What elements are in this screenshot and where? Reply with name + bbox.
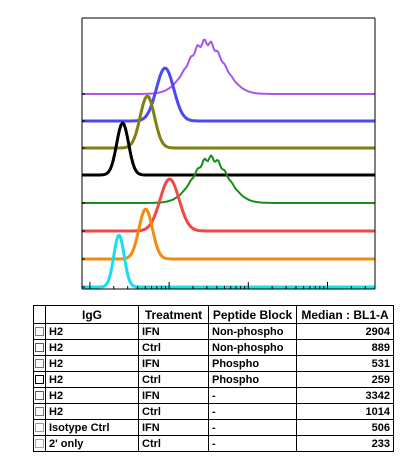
legend-igg: 2' only — [45, 435, 139, 452]
legend-swatch — [35, 375, 44, 385]
legend-median: 506 — [296, 419, 394, 436]
legend-treatment: IFN — [138, 419, 209, 436]
axis-ticks — [82, 93, 366, 289]
plot-frame — [81, 17, 376, 290]
legend-peptide-block: Non-phospho — [208, 323, 297, 340]
histogram-curve — [82, 38, 375, 95]
legend-swatch — [35, 359, 44, 369]
legend-igg: H2 — [45, 403, 139, 420]
legend-igg: H2 — [45, 387, 139, 404]
legend-peptide-block: - — [208, 387, 297, 404]
legend-peptide-block: - — [208, 403, 297, 420]
legend-swatch — [35, 423, 44, 433]
legend-row: H2 Ctrl Non-phospho 889 — [33, 339, 394, 356]
legend-swatch-cell — [33, 323, 46, 340]
legend-median: 259 — [296, 371, 394, 388]
legend-peptide-block: Phospho — [208, 371, 297, 388]
header-median: Median : BL1-A — [296, 305, 394, 324]
legend-row: H2 IFN Non-phospho 2904 — [33, 323, 394, 340]
histogram-plot — [81, 17, 376, 290]
legend-table: IgG Treatment Peptide Block Median : BL1… — [33, 305, 394, 452]
legend-treatment: IFN — [138, 355, 209, 372]
legend-swatch-cell — [33, 435, 46, 452]
legend-peptide-block: Phospho — [208, 355, 297, 372]
legend-row: H2 IFN Phospho 531 — [33, 355, 394, 372]
legend-header-row: IgG Treatment Peptide Block Median : BL1… — [33, 305, 394, 324]
legend-row: H2 Ctrl -1014 — [33, 403, 394, 420]
histogram-curves — [82, 38, 375, 289]
legend-swatch-cell — [33, 339, 46, 356]
header-swatch-cell — [33, 305, 46, 324]
legend-swatch-cell — [33, 387, 46, 404]
legend-swatch-cell — [33, 419, 46, 436]
legend-median: 889 — [296, 339, 394, 356]
legend-median: 2904 — [296, 323, 394, 340]
legend-peptide-block: - — [208, 419, 297, 436]
legend-row: H2 Ctrl Phospho 259 — [33, 371, 394, 388]
legend-igg: H2 — [45, 371, 139, 388]
legend-treatment: Ctrl — [138, 403, 209, 420]
legend-swatch-cell — [33, 355, 46, 372]
legend-swatch — [35, 327, 44, 337]
histogram-curve — [82, 233, 375, 289]
histogram-curve — [82, 66, 375, 123]
legend-treatment: Ctrl — [138, 371, 209, 388]
legend-peptide-block: Non-phospho — [208, 339, 297, 356]
legend-treatment: Ctrl — [138, 435, 209, 452]
legend-igg: H2 — [45, 339, 139, 356]
legend-row: Isotype Ctrl IFN -506 — [33, 419, 394, 436]
legend-igg: H2 — [45, 323, 139, 340]
legend-swatch — [35, 343, 44, 353]
histogram-curve — [82, 177, 375, 233]
legend-row: H2 IFN -3342 — [33, 387, 394, 404]
header-peptide-block: Peptide Block — [208, 305, 297, 324]
legend-swatch — [35, 391, 44, 401]
legend-median: 531 — [296, 355, 394, 372]
histogram-curve — [82, 154, 375, 204]
legend-median: 1014 — [296, 403, 394, 420]
legend-peptide-block: - — [208, 435, 297, 452]
legend-igg: H2 — [45, 355, 139, 372]
legend-swatch-cell — [33, 403, 46, 420]
legend-body: H2 IFN Non-phospho 2904 H2 Ctrl Non-phospho 889… — [33, 323, 394, 452]
legend-treatment: IFN — [138, 323, 209, 340]
legend-igg: Isotype Ctrl — [45, 419, 139, 436]
histogram-curve — [82, 207, 375, 261]
header-igg: IgG — [45, 305, 139, 324]
header-treatment: Treatment — [138, 305, 209, 324]
legend-treatment: IFN — [138, 387, 209, 404]
histogram-curve — [82, 94, 375, 150]
legend-treatment: Ctrl — [138, 339, 209, 356]
histogram-curve — [82, 121, 375, 177]
legend-swatch — [35, 439, 44, 449]
legend-swatch-cell — [33, 371, 46, 388]
legend-median: 233 — [296, 435, 394, 452]
legend-median: 3342 — [296, 387, 394, 404]
legend-row: 2' only Ctrl -233 — [33, 435, 394, 452]
legend-swatch — [35, 407, 44, 417]
